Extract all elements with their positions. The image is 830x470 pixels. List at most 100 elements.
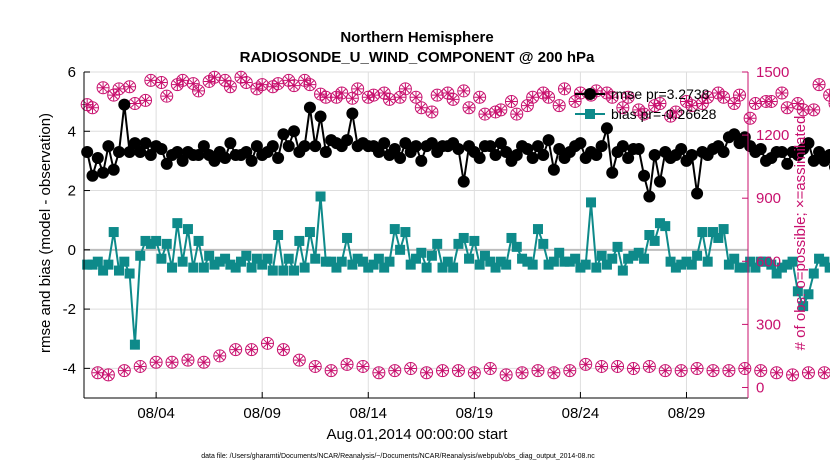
obs-assimilated-marker [707,365,719,377]
obs-possible-marker [483,362,497,376]
bias-point [448,262,459,273]
obs-possible-marker [605,90,619,104]
y-right-tick-label: 1500 [756,64,789,81]
bias-point [251,253,262,264]
obs-assimilated-marker [315,88,327,100]
bias-point [787,256,798,267]
obs-possible-marker [255,78,269,92]
legend-rmse-marker [584,88,596,100]
obs-possible-marker [775,86,789,100]
rmse-point [91,151,104,164]
bias-point [522,256,533,267]
bias-point [331,262,342,273]
obs-assimilated-marker [368,89,380,101]
bias-point [464,253,475,264]
obs-possible-marker [738,362,752,376]
obs-possible-marker [261,336,275,350]
y-tick-label: 6 [68,64,76,81]
rmse-point [813,146,826,159]
obs-possible-marker [451,364,465,378]
obs-assimilated-marker [394,91,406,103]
bias-point [538,238,549,249]
obs-assimilated-marker [102,369,114,381]
bias-point [82,259,93,270]
obs-assimilated-marker [452,365,464,377]
rmse-point [282,140,295,153]
rmse-point [526,151,539,164]
rmse-point [81,146,94,159]
obs-possible-marker [754,364,768,378]
bias-point [501,259,512,270]
obs-assimilated-marker [479,108,491,120]
rmse-point [197,140,210,153]
rmse-point [632,143,645,156]
bias-point [352,253,363,264]
obs-assimilated-marker [415,102,427,114]
obs-assimilated-marker [505,95,517,107]
rmse-point [346,107,359,120]
obs-assimilated-marker [765,95,777,107]
rmse-point [394,151,407,164]
obs-possible-marker [653,97,667,111]
obs-possible-marker [160,89,174,103]
obs-assimilated-marker [797,104,809,116]
obs-assimilated-marker [622,91,634,103]
obs-assimilated-marker [240,77,252,89]
obs-possible-marker [557,82,571,96]
rmse-point [341,134,354,147]
obs-assimilated-marker [569,95,581,107]
bias-point [357,256,368,267]
obs-possible-marker [303,78,317,92]
rmse-point [388,143,401,156]
obs-possible-marker [685,99,699,113]
obs-possible-marker [648,99,662,113]
obs-possible-marker [324,364,338,378]
obs-assimilated-marker [532,365,544,377]
obs-possible-marker [213,349,227,363]
rmse-point [457,175,470,188]
bias-point [421,262,432,273]
y-tick-label: 0 [68,242,76,259]
obs-possible-marker [91,366,105,380]
rmse-point [123,146,136,159]
obs-assimilated-marker [219,74,231,86]
bias-point [596,250,607,261]
obs-possible-marker [531,364,545,378]
obs-possible-marker [642,359,656,373]
obs-assimilated-marker [543,91,555,103]
bias-point [527,259,538,270]
obs-assimilated-marker [792,98,804,110]
obs-assimilated-marker [182,354,194,366]
obs-possible-marker [801,366,815,380]
obs-possible-marker [144,73,158,87]
obs-assimilated-marker [659,365,671,377]
obs-assimilated-marker [108,89,120,101]
obs-assimilated-marker [140,94,152,106]
obs-assimilated-marker [787,369,799,381]
rmse-point [489,148,502,161]
obs-possible-marker [812,78,826,92]
obs-possible-marker [658,364,672,378]
obs-possible-marker [101,368,115,382]
bias-point [172,218,183,229]
bias-point [204,250,215,261]
obs-assimilated-marker [691,363,703,375]
rmse-point [531,140,544,153]
obs-assimilated-marker [352,83,364,95]
rmse-point [219,151,232,164]
bias-point [761,256,772,267]
obs-possible-marker [372,366,386,380]
bias-point [495,256,506,267]
obs-assimilated-marker [97,82,109,94]
bias-point [108,227,119,238]
bias-point [129,339,140,350]
bias-point [135,250,146,261]
bias-point [750,262,761,273]
bias-point [140,235,151,246]
bias-point [198,262,209,273]
bias-point [612,241,623,252]
obs-possible-marker [669,105,683,119]
obs-assimilated-marker [612,360,624,372]
rmse-point [675,143,688,156]
bias-point [151,235,162,246]
